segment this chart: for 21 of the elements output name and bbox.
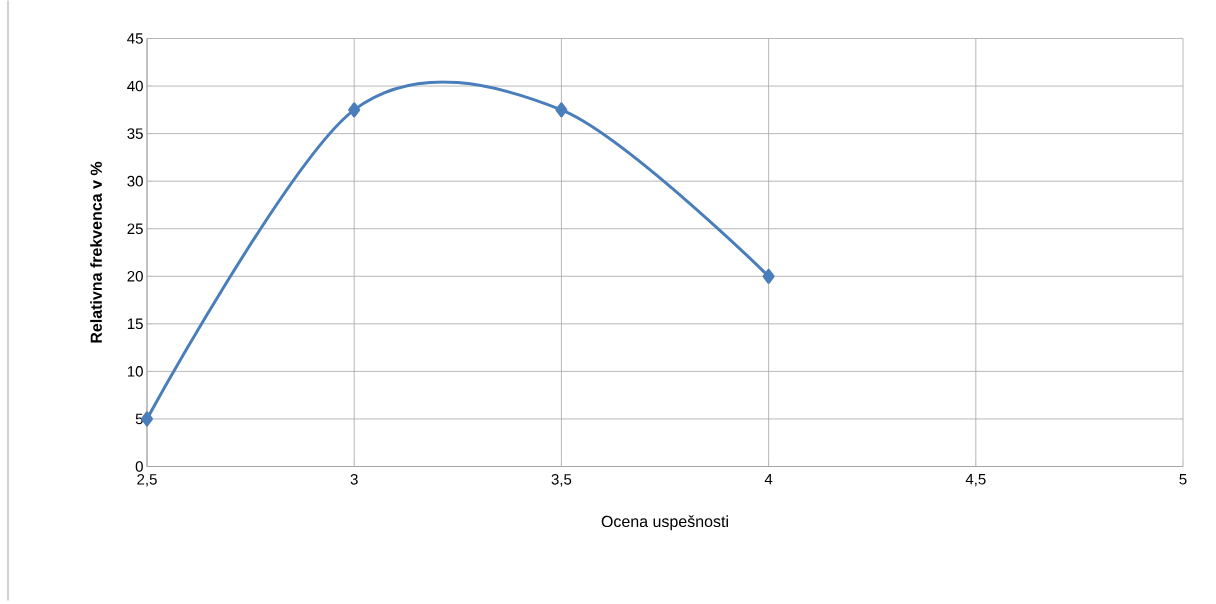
y-axis-title: Relativna frekvenca v % — [90, 162, 102, 343]
y-tick-label: 10 — [127, 366, 143, 377]
y-tick-label: 15 — [127, 318, 143, 330]
y-tick-label: 40 — [127, 80, 143, 92]
y-tick-label: 0 — [135, 461, 143, 473]
x-tick-label: 2,5 — [137, 474, 157, 487]
x-tick-label: 3,5 — [551, 474, 572, 487]
y-tick-label: 5 — [135, 413, 143, 425]
y-tick-label: 25 — [127, 223, 143, 235]
point — [555, 102, 568, 118]
x-tick-label: 4,5 — [965, 474, 986, 487]
y-tick-label: 35 — [127, 128, 143, 140]
y-tick-label: 20 — [127, 271, 143, 282]
x-tick-label: 3 — [350, 474, 358, 485]
x-tick-label: 4 — [764, 474, 773, 485]
x-axis-title: Ocena uspešnosti — [601, 515, 728, 531]
y-tick-label: 30 — [127, 176, 143, 187]
y-tick-label: 45 — [127, 33, 143, 44]
point — [348, 102, 361, 118]
point — [762, 269, 775, 285]
x-tick-label: 5 — [1179, 474, 1187, 485]
